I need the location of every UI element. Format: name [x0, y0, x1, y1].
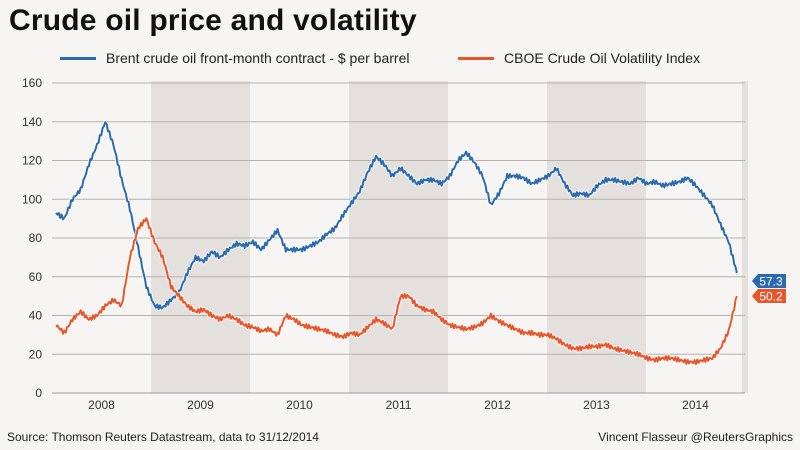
x-tick-label: 2009: [187, 398, 214, 412]
shaded-band-2009: [151, 81, 250, 393]
y-axis-ticks: 0 20 40 60 80 100 120 140 160: [22, 76, 42, 400]
legend-item-brent: Brent crude oil front-month contract - $…: [60, 50, 409, 66]
shaded-band-end: [742, 81, 748, 393]
end-label-badge: [752, 289, 786, 303]
brent-price-line: [55, 121, 738, 310]
chart-title: Crude oil price and volatility: [9, 4, 417, 37]
y-tick-label: 40: [29, 309, 43, 323]
source-note: Source: Thomson Reuters Datastream, data…: [7, 430, 319, 444]
y-tick-label: 20: [29, 347, 43, 361]
legend-label-brent: Brent crude oil front-month contract - $…: [106, 50, 410, 66]
gridlines: [52, 82, 745, 394]
x-tick-label: 2011: [386, 398, 412, 412]
chart-legend: Brent crude oil front-month contract - $…: [0, 50, 800, 70]
end-label-value: 57.3: [759, 275, 783, 289]
end-labels: 57.350.2: [752, 274, 786, 304]
legend-item-cboe: CBOE Crude Oil Volatility Index: [458, 50, 700, 66]
y-tick-label: 100: [22, 192, 42, 206]
cboe-end-label: 50.2: [752, 289, 786, 304]
brent-end-label: 57.3: [752, 274, 786, 289]
x-tick-label: 2013: [583, 398, 610, 412]
legend-swatch-cboe: [458, 56, 494, 60]
x-tick-label: 2008: [88, 398, 115, 412]
cboe-volatility-line: [55, 217, 738, 366]
shaded-band-2011: [349, 81, 448, 393]
series-lines: [54, 120, 739, 367]
y-tick-label: 140: [22, 115, 42, 129]
credit-note: Vincent Flasseur @ReutersGraphics: [598, 430, 793, 444]
y-tick-label: 160: [22, 76, 42, 90]
shaded-year-bands: [151, 81, 748, 393]
y-tick-label: 60: [29, 270, 43, 284]
legend-label-cboe: CBOE Crude Oil Volatility Index: [504, 50, 701, 66]
y-tick-label: 80: [29, 231, 43, 245]
legend-swatch-brent: [60, 56, 96, 60]
y-tick-label: 120: [22, 154, 42, 168]
x-tick-label: 2010: [286, 398, 313, 412]
y-tick-label: 0: [35, 386, 42, 400]
x-tick-label: 2012: [484, 398, 511, 412]
end-label-badge: [752, 274, 786, 288]
end-label-value: 50.2: [759, 290, 783, 304]
x-tick-label: 2014: [682, 398, 709, 412]
x-axis-ticks: 2008 2009 2010 2011 2012 2013 2014: [88, 398, 709, 412]
